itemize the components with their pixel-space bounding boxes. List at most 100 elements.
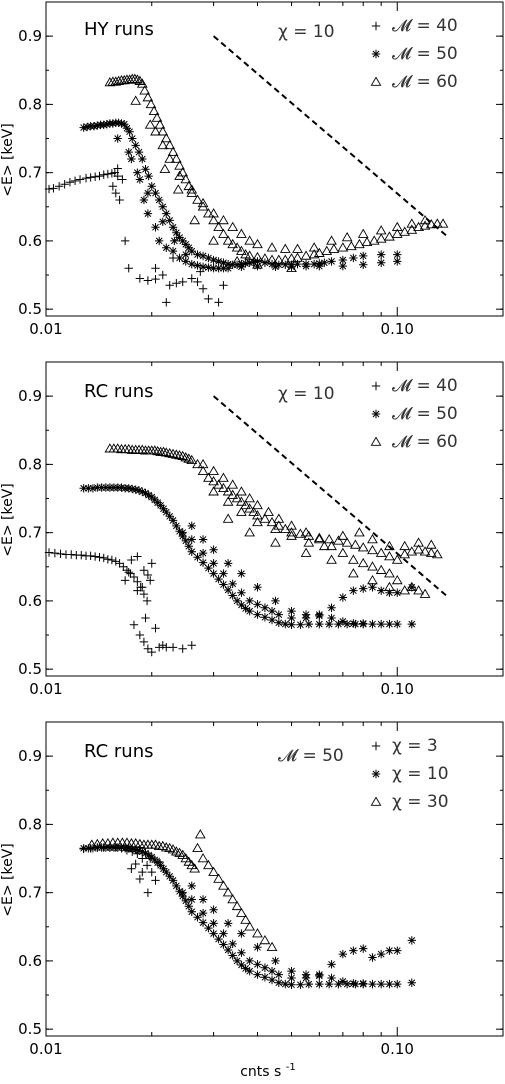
data-point-asterisk: [139, 195, 149, 205]
data-point-asterisk: [181, 536, 190, 546]
data-point-asterisk: [274, 260, 283, 270]
data-point-triangle: [227, 221, 239, 232]
data-point-plus: [119, 562, 128, 571]
data-point-asterisk: [198, 535, 208, 544]
y-tick-label: 0.8: [18, 95, 42, 113]
data-point-asterisk: [156, 501, 165, 510]
data-point-plus: [168, 643, 178, 652]
data-point-plus: [90, 172, 100, 181]
data-point-plus: [113, 164, 122, 173]
data-point-asterisk: [128, 844, 137, 854]
data-point-triangle: [170, 846, 182, 856]
data-point-asterisk: [128, 484, 137, 494]
data-point-asterisk: [172, 881, 181, 891]
data-point-plus: [158, 641, 167, 650]
data-point-asterisk: [168, 516, 178, 525]
data-point-triangle: [236, 245, 247, 255]
data-point-triangle: [308, 242, 320, 252]
data-point-triangle: [303, 537, 315, 547]
data-point-asterisk: [158, 217, 167, 226]
data-point-asterisk: [168, 876, 178, 885]
data-point-asterisk: [204, 263, 213, 272]
panel-title: RC runs: [84, 741, 154, 762]
data-point-plus: [86, 173, 95, 182]
data-point-asterisk: [79, 844, 88, 853]
data-point-asterisk: [407, 619, 416, 629]
x-ticks: 0.01 0.10: [29, 362, 504, 698]
data-point-triangle: [413, 544, 424, 554]
data-point-plus: [178, 644, 187, 653]
data-point-asterisk: [338, 977, 348, 986]
data-point-asterisk: [209, 905, 218, 914]
data-point-plus: [133, 577, 142, 586]
data-point-plus: [127, 864, 136, 873]
data-point-asterisk: [237, 929, 246, 938]
data-point-asterisk: [147, 182, 156, 191]
data-point-triangle: [203, 472, 214, 482]
data-point-asterisk: [158, 202, 167, 211]
data-point-triangle: [174, 160, 185, 170]
data-point-triangle: [263, 506, 274, 516]
data-point-asterisk: [271, 262, 280, 272]
data-point-triangle: [222, 235, 234, 245]
data-point-triangle: [148, 105, 160, 115]
data-point-triangle: [152, 445, 164, 456]
data-point-triangle: [231, 242, 243, 252]
data-point-plus: [115, 559, 124, 568]
data-point-triangle: [367, 561, 378, 571]
data-point-asterisk: [138, 847, 147, 856]
data-point-plus: [124, 264, 133, 273]
data-point-triangle: [270, 537, 281, 547]
data-point-plus: [113, 171, 122, 181]
data-point-triangle: [236, 907, 247, 917]
data-point-plus: [178, 277, 187, 287]
data-point-asterisk: [237, 948, 246, 957]
data-point-triangle: [151, 112, 163, 122]
data-point-asterisk: [349, 253, 358, 263]
legend-label: χ = 10: [392, 764, 449, 784]
data-point-triangle: [203, 208, 214, 218]
data-point-asterisk: [393, 946, 402, 955]
data-point-asterisk: [281, 979, 290, 989]
legend-marker-plus: [371, 741, 381, 751]
data-point-asterisk: [131, 485, 140, 494]
data-point-asterisk: [175, 233, 184, 242]
data-point-asterisk: [338, 593, 348, 602]
data-point-triangle: [203, 859, 214, 870]
data-point-asterisk: [159, 864, 168, 873]
data-point-triangle: [240, 499, 251, 510]
data-point-plus: [122, 565, 132, 575]
data-point-asterisk: [79, 123, 88, 132]
data-point-triangle: [244, 503, 256, 513]
data-point-triangle: [248, 506, 259, 516]
data-point-asterisk: [117, 119, 126, 128]
data-point-triangle: [292, 243, 303, 253]
data-point-triangle: [104, 77, 116, 87]
data-point-triangle: [158, 446, 169, 456]
data-point-triangle: [213, 221, 224, 232]
data-point-asterisk: [209, 929, 218, 938]
data-point-asterisk: [338, 949, 348, 959]
data-point-asterisk: [359, 260, 368, 270]
data-point-asterisk: [134, 846, 144, 855]
data-point-asterisk: [376, 979, 386, 989]
data-point-triangle: [391, 574, 403, 585]
data-point-asterisk: [204, 253, 213, 263]
plot-frame: [45, 1, 504, 317]
data-point-asterisk: [181, 250, 190, 259]
data-point-asterisk: [315, 971, 324, 981]
data-point-triangle: [313, 532, 325, 542]
data-point-triangle: [186, 184, 198, 194]
data-point-plus: [56, 549, 65, 559]
data-point-asterisk: [198, 262, 208, 272]
data-point-plus: [151, 274, 160, 284]
data-point-triangle: [266, 254, 278, 264]
dashed-line: [212, 35, 450, 239]
dashed-line: [212, 395, 450, 599]
data-point-triangle: [326, 554, 337, 564]
y-tick-label: 0.5: [18, 1020, 42, 1038]
data-point-triangle: [194, 829, 206, 839]
y-ticks: 0.5 0.6 0.7 0.8 0.9: [18, 747, 503, 1038]
data-point-triangle: [375, 547, 387, 557]
data-point-asterisk: [170, 236, 179, 246]
